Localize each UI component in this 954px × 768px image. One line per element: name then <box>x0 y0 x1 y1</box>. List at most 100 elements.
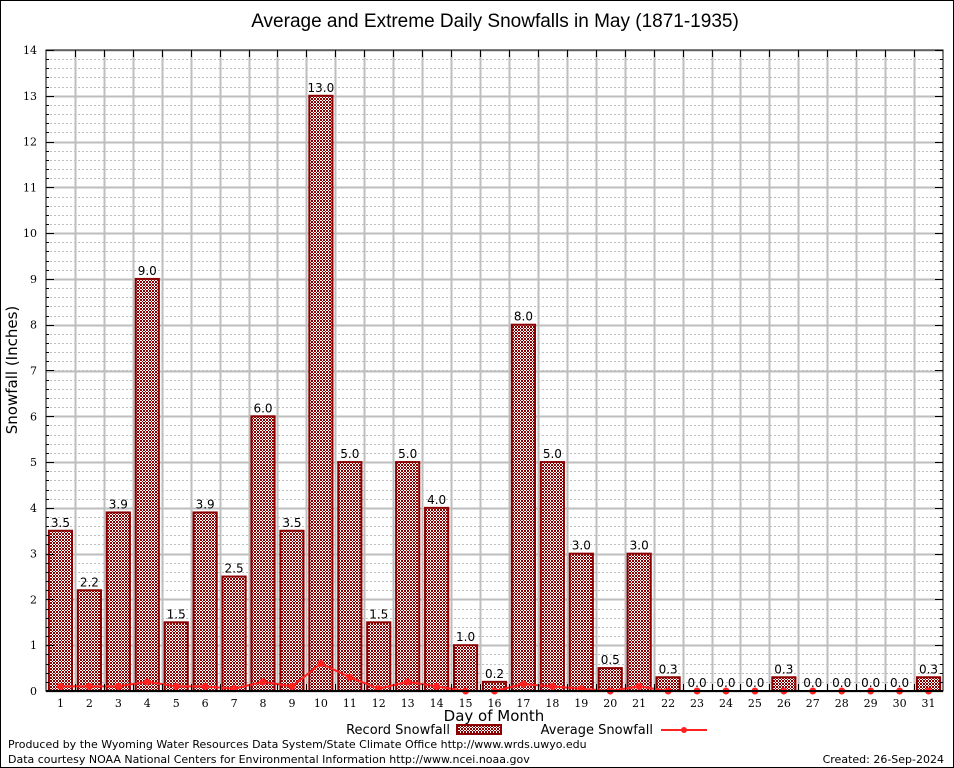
record-bar-day-5 <box>163 621 189 692</box>
bar-value-label: 4.0 <box>427 493 446 507</box>
x-tick-label: 9 <box>288 697 295 710</box>
average-point-day-9 <box>288 682 296 690</box>
y-axis-label: Snowfall (Inches) <box>3 306 21 434</box>
y-tick-label: 7 <box>30 365 37 378</box>
bar-value-label: 2.2 <box>80 575 99 589</box>
average-point-day-10 <box>317 660 325 668</box>
record-bar-day-18 <box>539 461 565 693</box>
y-tick-label: 10 <box>23 227 37 240</box>
y-tick-label: 11 <box>23 181 37 194</box>
bar-value-label: 8.0 <box>514 310 533 324</box>
x-tick-label: 16 <box>488 697 502 710</box>
record-bar-day-3 <box>105 511 131 693</box>
average-point-day-2 <box>85 682 93 690</box>
bar-value-label: 0.2 <box>485 667 504 681</box>
bar-value-label: 1.5 <box>369 607 388 621</box>
record-bar-day-14 <box>424 506 450 692</box>
axes <box>45 49 944 692</box>
x-tick-label: 25 <box>748 697 762 710</box>
bar-value-label: 13.0 <box>308 81 335 95</box>
average-point-day-3 <box>114 682 122 690</box>
x-tick-label: 22 <box>661 697 675 710</box>
record-bar-day-9 <box>279 529 305 692</box>
x-tick-label: 14 <box>430 697 444 710</box>
bar-value-label: 3.9 <box>109 497 128 511</box>
bar-value-label: 5.0 <box>543 447 562 461</box>
bar-value-label: 5.0 <box>398 447 417 461</box>
x-tick-label: 18 <box>545 697 559 710</box>
bar-value-label: 3.5 <box>51 516 70 530</box>
footer-created-date: Created: 26-Sep-2024 <box>822 753 944 766</box>
bar-value-label: 0.0 <box>890 676 909 690</box>
legend: Record Snowfall Average Snowfall <box>346 723 707 738</box>
x-tick-label: 23 <box>690 697 704 710</box>
footer-data-courtesy: Data courtesy NOAA National Centers for … <box>8 753 530 766</box>
average-point-day-13 <box>404 678 412 686</box>
x-tick-label: 2 <box>86 697 93 710</box>
record-bar-day-8 <box>250 415 276 692</box>
x-tick-label: 31 <box>922 697 936 710</box>
legend-marker-average <box>681 727 687 733</box>
x-tick-label: 6 <box>202 697 209 710</box>
record-bar-day-6 <box>192 511 218 693</box>
average-point-day-4 <box>143 678 151 686</box>
y-tick-label: 2 <box>30 593 37 606</box>
average-point-day-21 <box>635 682 643 690</box>
record-bar-day-13 <box>395 461 421 693</box>
record-bar-day-17 <box>510 323 537 692</box>
average-point-day-8 <box>259 678 267 686</box>
bar-value-label: 6.0 <box>253 401 272 415</box>
bar-value-label: 3.9 <box>196 497 215 511</box>
footer-produced-by: Produced by the Wyoming Water Resources … <box>8 738 587 751</box>
record-bar-day-21 <box>626 552 652 693</box>
chart-title: Average and Extreme Daily Snowfalls in M… <box>251 11 739 32</box>
average-point-day-6 <box>201 682 209 690</box>
record-bar-day-15 <box>452 644 479 693</box>
legend-swatch-record <box>456 724 502 735</box>
bar-value-label: 3.0 <box>630 539 649 553</box>
record-bar-day-2 <box>76 589 102 692</box>
bar-value-label: 3.0 <box>572 539 591 553</box>
record-bar-day-11 <box>337 461 363 693</box>
legend-label-record: Record Snowfall <box>346 723 450 738</box>
x-tick-label: 15 <box>459 697 473 710</box>
bar-value-label: 0.0 <box>745 676 764 690</box>
x-tick-label: 8 <box>260 697 267 710</box>
x-axis-label: Day of Month <box>444 707 545 725</box>
x-tick-label: 20 <box>603 697 617 710</box>
average-point-day-17 <box>519 680 527 688</box>
bar-value-label: 0.3 <box>919 662 938 676</box>
y-tick-label: 3 <box>30 548 37 561</box>
record-bar-day-4 <box>134 277 160 692</box>
y-tick-label: 13 <box>23 90 37 103</box>
bar-value-label: 2.5 <box>225 562 244 576</box>
legend-label-average: Average Snowfall <box>541 723 653 738</box>
record-bar-day-19 <box>568 552 594 693</box>
y-tick-label: 12 <box>23 136 37 149</box>
y-tick-label: 0 <box>30 685 37 698</box>
x-tick-label: 1 <box>57 697 64 710</box>
x-tick-label: 7 <box>231 697 238 710</box>
average-point-day-1 <box>56 682 64 690</box>
y-tick-label: 14 <box>23 44 37 57</box>
bar-value-label: 0.0 <box>803 676 822 690</box>
bar-value-label: 0.3 <box>659 662 678 676</box>
y-tick-label: 8 <box>30 319 37 332</box>
average-point-day-5 <box>172 682 180 690</box>
bar-value-label: 5.0 <box>340 447 359 461</box>
y-tick-label: 4 <box>30 502 37 515</box>
y-tick-label: 1 <box>30 639 37 652</box>
bar-value-label: 1.0 <box>456 630 475 644</box>
bar-value-label: 0.0 <box>832 676 851 690</box>
x-tick-labels: 1 2 3 4 5 6 7 8 9 10 11 12 13 14 15 16 17 18 19 20 21 22 23 24 2… <box>57 697 936 710</box>
y-tick-label: 5 <box>30 456 37 469</box>
x-tick-label: 26 <box>777 697 791 710</box>
x-tick-label: 27 <box>806 697 820 710</box>
y-tick-label: 9 <box>30 273 37 286</box>
record-bar-day-7 <box>221 575 247 692</box>
x-tick-label: 21 <box>632 697 646 710</box>
x-tick-label: 10 <box>314 697 328 710</box>
x-tick-label: 29 <box>864 697 878 710</box>
x-tick-label: 4 <box>144 697 151 710</box>
